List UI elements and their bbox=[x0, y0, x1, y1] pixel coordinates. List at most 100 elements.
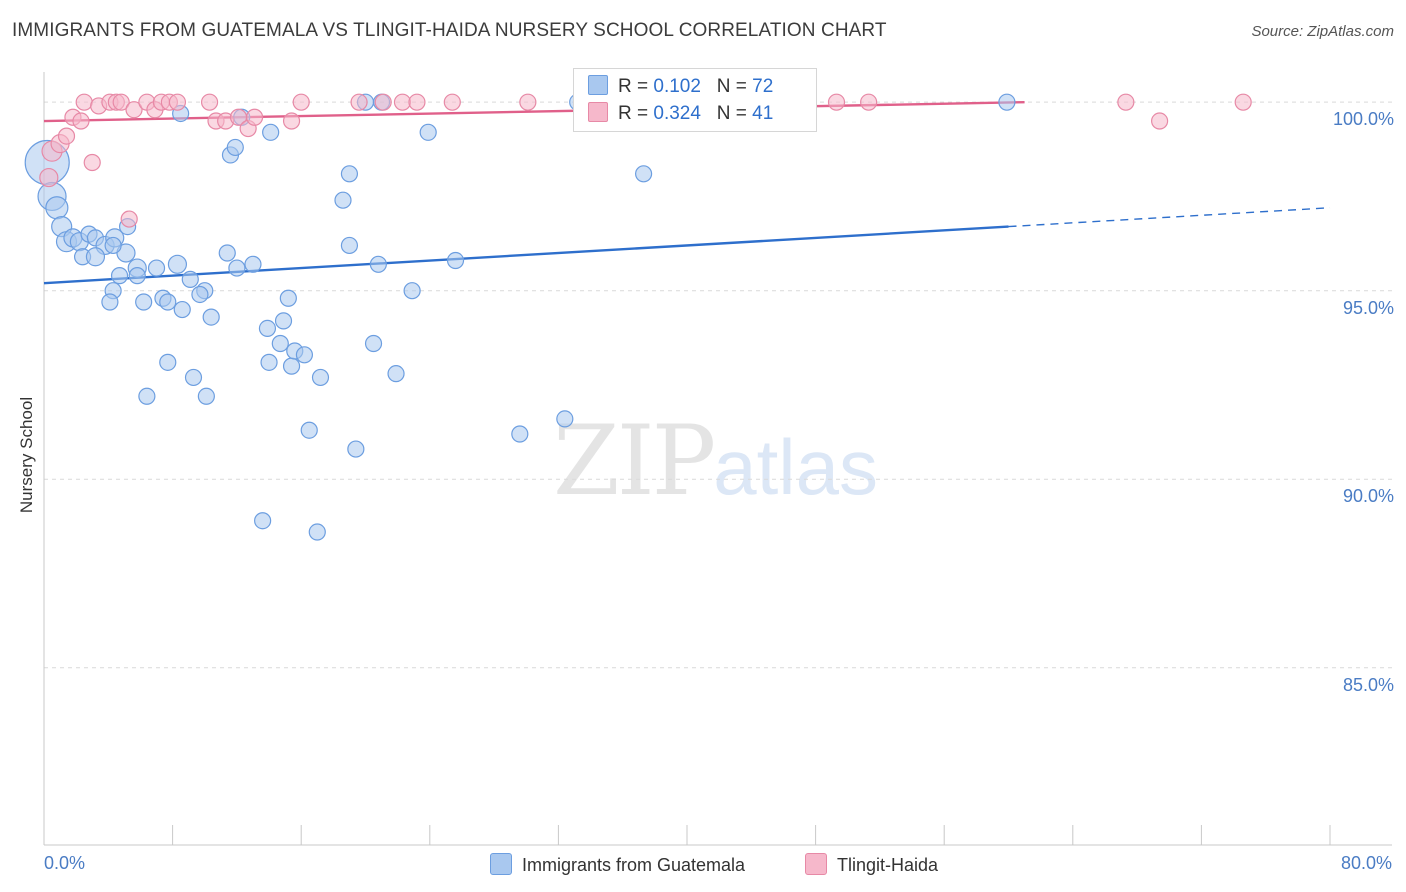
point-series-0 bbox=[159, 353, 177, 371]
point-series-0 bbox=[369, 255, 387, 273]
point-series-0 bbox=[85, 247, 106, 267]
point-series-0 bbox=[446, 251, 465, 270]
point-series-1 bbox=[200, 93, 219, 111]
point-series-0 bbox=[218, 244, 236, 262]
point-series-1 bbox=[1151, 112, 1169, 130]
point-series-1 bbox=[374, 93, 392, 111]
legend-swatch-guatemala bbox=[588, 75, 608, 95]
point-series-0 bbox=[403, 282, 421, 300]
y-axis-label: Nursery School bbox=[17, 396, 36, 514]
point-series-1 bbox=[112, 93, 130, 111]
legend-r-value-tlingit: 0.324 bbox=[653, 103, 701, 124]
point-series-0 bbox=[202, 308, 220, 326]
point-series-0 bbox=[135, 293, 153, 311]
point-series-1 bbox=[83, 153, 101, 172]
point-series-1 bbox=[245, 108, 264, 126]
point-series-0 bbox=[419, 123, 437, 141]
legend-r-label: R = bbox=[618, 76, 649, 97]
series-legend-guatemala[interactable]: Immigrants from Guatemala bbox=[490, 853, 745, 876]
point-series-1 bbox=[39, 167, 59, 188]
point-series-0 bbox=[128, 267, 146, 285]
legend-swatch-tlingit bbox=[588, 102, 608, 122]
point-series-1 bbox=[1117, 93, 1135, 111]
point-series-0 bbox=[254, 512, 272, 530]
legend-n-label: N = bbox=[716, 76, 747, 97]
legend-n-label: N = bbox=[716, 103, 747, 124]
point-series-0 bbox=[181, 270, 199, 288]
point-series-0 bbox=[556, 410, 574, 428]
point-series-0 bbox=[308, 523, 326, 541]
grid-lines bbox=[44, 101, 1392, 669]
point-series-1 bbox=[57, 127, 76, 145]
source-label: Source: ZipAtlas.com bbox=[1251, 23, 1394, 40]
point-series-0 bbox=[295, 346, 314, 364]
legend-n-value-guatemala: 72 bbox=[752, 76, 774, 97]
point-series-0 bbox=[101, 293, 119, 311]
point-series-0 bbox=[387, 365, 405, 383]
y-tick-label: 95.0% bbox=[1342, 297, 1394, 318]
point-series-0 bbox=[167, 254, 188, 274]
legend-r-label: R = bbox=[618, 103, 649, 124]
point-series-0 bbox=[138, 387, 156, 405]
trend-extension-series-0 bbox=[1008, 207, 1331, 228]
point-series-0 bbox=[334, 191, 352, 209]
series-legend-tlingit[interactable]: Tlingit-Haida bbox=[805, 853, 938, 876]
point-series-0 bbox=[244, 255, 262, 273]
point-series-0 bbox=[279, 289, 297, 307]
legend-n-value-tlingit: 41 bbox=[752, 103, 774, 124]
point-series-0 bbox=[998, 93, 1016, 111]
point-series-1 bbox=[1234, 93, 1252, 111]
legend-r-value-guatemala: 0.102 bbox=[653, 76, 701, 97]
point-series-0 bbox=[311, 368, 330, 387]
point-series-0 bbox=[258, 319, 277, 338]
watermark-zip: ZIP bbox=[553, 405, 716, 517]
point-series-1 bbox=[827, 93, 846, 111]
point-series-0 bbox=[110, 267, 129, 285]
point-series-1 bbox=[282, 112, 301, 130]
point-series-1 bbox=[408, 93, 426, 111]
point-series-0 bbox=[511, 425, 529, 443]
point-series-1 bbox=[393, 93, 412, 111]
point-series-0 bbox=[271, 334, 289, 353]
chart-title: IMMIGRANTS FROM GUATEMALA VS TLINGIT-HAI… bbox=[12, 20, 887, 41]
point-series-1 bbox=[350, 93, 368, 111]
legend-row-guatemala: R = 0.102 N = 72 bbox=[588, 75, 773, 99]
point-series-0 bbox=[634, 165, 653, 183]
point-series-0 bbox=[226, 138, 244, 157]
point-series-0 bbox=[191, 285, 209, 304]
point-series-0 bbox=[347, 440, 365, 458]
point-series-0 bbox=[147, 259, 166, 277]
point-series-0 bbox=[173, 300, 191, 319]
point-series-1 bbox=[860, 93, 878, 111]
y-tick-label: 85.0% bbox=[1342, 674, 1394, 695]
point-series-1 bbox=[168, 93, 187, 111]
point-series-0 bbox=[159, 293, 177, 311]
point-series-0 bbox=[184, 368, 203, 387]
point-series-1 bbox=[292, 93, 310, 111]
series-swatch-guatemala bbox=[490, 853, 512, 875]
series-name-tlingit: Tlingit-Haida bbox=[837, 855, 939, 875]
point-series-0 bbox=[45, 196, 69, 220]
x-tick-label: 0.0% bbox=[44, 853, 86, 873]
point-series-1 bbox=[120, 210, 138, 228]
point-series-0 bbox=[274, 312, 293, 330]
point-series-0 bbox=[364, 334, 383, 353]
point-series-0 bbox=[104, 236, 122, 255]
point-series-0 bbox=[340, 236, 359, 255]
point-series-0 bbox=[282, 357, 301, 375]
point-series-0 bbox=[260, 353, 278, 371]
data-points bbox=[24, 93, 1252, 541]
x-tick-label: 80.0% bbox=[1340, 853, 1392, 873]
point-series-1 bbox=[72, 112, 90, 130]
correlation-legend: R = 0.102 N = 72 R = 0.324 N = 41 bbox=[573, 68, 817, 132]
series-swatch-tlingit bbox=[805, 853, 827, 875]
series-legend: Immigrants from Guatemala Tlingit-Haida bbox=[0, 853, 1406, 877]
point-series-0 bbox=[197, 387, 215, 405]
point-series-1 bbox=[519, 93, 537, 111]
point-series-0 bbox=[262, 123, 280, 141]
series-name-guatemala: Immigrants from Guatemala bbox=[522, 855, 746, 875]
y-tick-label: 90.0% bbox=[1342, 486, 1394, 507]
point-series-0 bbox=[228, 259, 246, 277]
watermark-atlas: atlas bbox=[713, 423, 878, 511]
